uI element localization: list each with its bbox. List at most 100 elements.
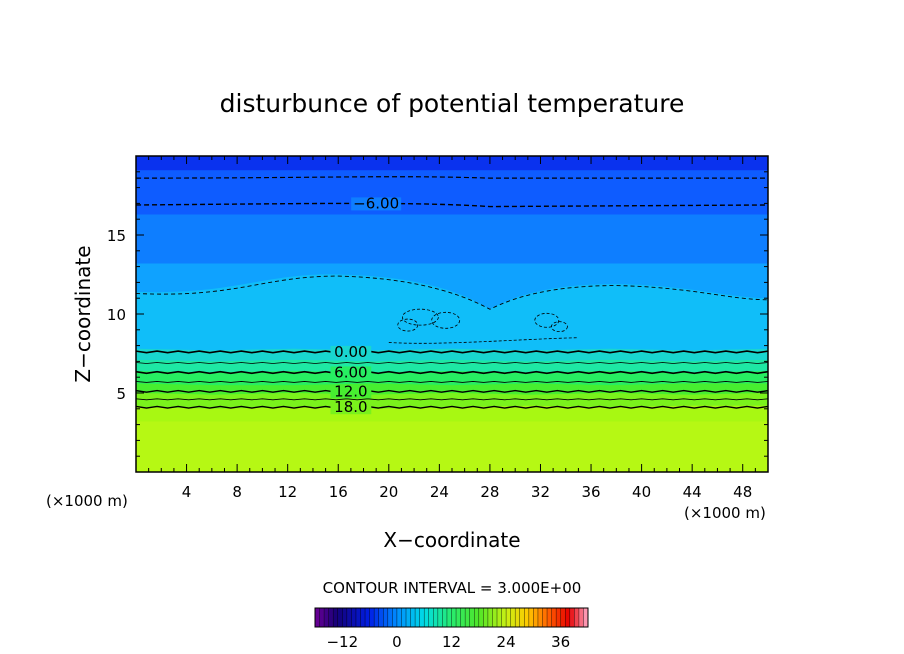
colorbar-segment	[578, 608, 584, 627]
contour-label-bg	[351, 197, 402, 211]
colorbar-segment	[401, 608, 407, 627]
colorbar-segment	[556, 608, 561, 627]
colorbar-segment	[419, 608, 425, 627]
x-axis-label: X−coordinate	[383, 528, 520, 552]
contour-label: 18.0	[334, 398, 367, 416]
x-tick-label: 16	[329, 483, 348, 501]
colorbar-segment	[483, 608, 489, 627]
contour-eddy	[431, 311, 461, 329]
colorbar-segment	[369, 608, 375, 627]
contour-line-18	[136, 405, 768, 409]
colorbar-segment	[365, 608, 370, 627]
colorbar-segment	[474, 608, 480, 627]
contour-label-bg	[330, 401, 372, 415]
colorbar-segment	[442, 608, 448, 627]
colorbar-segment	[342, 608, 348, 627]
x-tick-label: 8	[232, 483, 242, 501]
colorbar-segment	[547, 608, 552, 627]
contour-line-6	[136, 370, 768, 375]
y-axis-ticks: 5 10 15	[107, 171, 768, 457]
x-tick-label: 40	[632, 483, 651, 501]
colorbar-segment	[424, 608, 430, 627]
colorbar-segment	[501, 608, 507, 627]
colorbar-segment	[378, 608, 384, 627]
colorbar-ticks: −12 0 12 24 36	[326, 633, 570, 651]
y-tick-label: 15	[107, 227, 126, 245]
chart-title: disturbunce of potential temperature	[220, 89, 685, 118]
colorbar-segment	[497, 608, 502, 627]
contour-label: 6.00	[334, 363, 367, 381]
colorbar-segment	[465, 608, 470, 627]
colorbar-segment	[560, 608, 566, 627]
x-tick-label: 24	[430, 483, 449, 501]
colorbar-segment	[437, 608, 443, 627]
band-level	[136, 421, 768, 472]
colorbar-segment	[315, 608, 320, 627]
contour-line-minor	[136, 362, 768, 364]
x-tick-label: 32	[531, 483, 550, 501]
colorbar-tick-label: 0	[392, 633, 402, 651]
colorbar-segment	[319, 608, 325, 627]
colorbar	[314, 607, 589, 628]
contour-label: −6.00	[353, 194, 399, 212]
colorbar-segment	[451, 608, 457, 627]
colorbar-segment	[433, 608, 439, 627]
colorbar-segment	[328, 608, 334, 627]
colorbar-segment	[456, 608, 461, 627]
contour-fill-bands	[136, 156, 768, 472]
y-tick-label: 10	[107, 306, 126, 324]
colorbar-segment	[406, 608, 411, 627]
colorbar-segment	[492, 608, 498, 627]
colorbar-segment	[396, 608, 402, 627]
colorbar-segment	[346, 608, 352, 627]
colorbar-segment	[446, 608, 452, 627]
colorbar-segment	[333, 608, 339, 627]
colorbar-segment	[506, 608, 511, 627]
colorbar-segment	[569, 608, 575, 627]
colorbar-segment	[460, 608, 466, 627]
x-unit-left: (×1000 m)	[46, 492, 128, 510]
colorbar-segment	[337, 608, 343, 627]
colorbar-segment	[510, 608, 516, 627]
contour-eddy	[397, 318, 419, 332]
contour-line-m9	[136, 176, 768, 179]
contour-label-bg	[330, 385, 372, 399]
colorbar-segment	[533, 608, 539, 627]
colorbar-segment	[487, 608, 493, 627]
colorbar-segment	[355, 608, 361, 627]
colorbar-frame	[314, 607, 589, 628]
plot-area	[136, 156, 768, 472]
x-tick-label: 28	[480, 483, 499, 501]
colorbar-segment	[392, 608, 398, 627]
contour-eddy	[534, 312, 560, 328]
colorbar-segment	[428, 608, 434, 627]
contour-line-m3	[136, 275, 768, 310]
colorbar-tick-label: 36	[551, 633, 570, 651]
colorbar-segment	[360, 608, 366, 627]
contour-label-bg	[330, 366, 372, 380]
contour-label: 12.0	[334, 382, 367, 400]
x-unit-right: (×1000 m)	[684, 504, 766, 522]
x-tick-label: 36	[581, 483, 600, 501]
colorbar-tick-label: −12	[326, 633, 358, 651]
colorbar-segment	[524, 608, 530, 627]
x-tick-label: 4	[182, 483, 192, 501]
contour-interval-text: CONTOUR INTERVAL = 3.000E+00	[323, 579, 582, 597]
contour-eddy	[388, 337, 579, 344]
contour-label: 0.00	[334, 343, 367, 361]
contour-line-minor	[136, 381, 768, 383]
contour-line-0	[136, 350, 768, 354]
x-axis-ticks: 4 8 12 16 20 24 28 32 36 40 44 48	[148, 156, 756, 501]
contour-eddy	[401, 308, 439, 326]
colorbar-tick-label: 24	[497, 633, 516, 651]
contour-line-12	[136, 389, 768, 393]
contour-label-bg	[330, 345, 372, 359]
colorbar-segment	[574, 608, 580, 627]
colorbar-segment	[542, 608, 548, 627]
colorbar-segment	[324, 608, 329, 627]
x-tick-label: 48	[733, 483, 752, 501]
y-tick-label: 5	[116, 385, 126, 403]
colorbar-segment	[383, 608, 389, 627]
